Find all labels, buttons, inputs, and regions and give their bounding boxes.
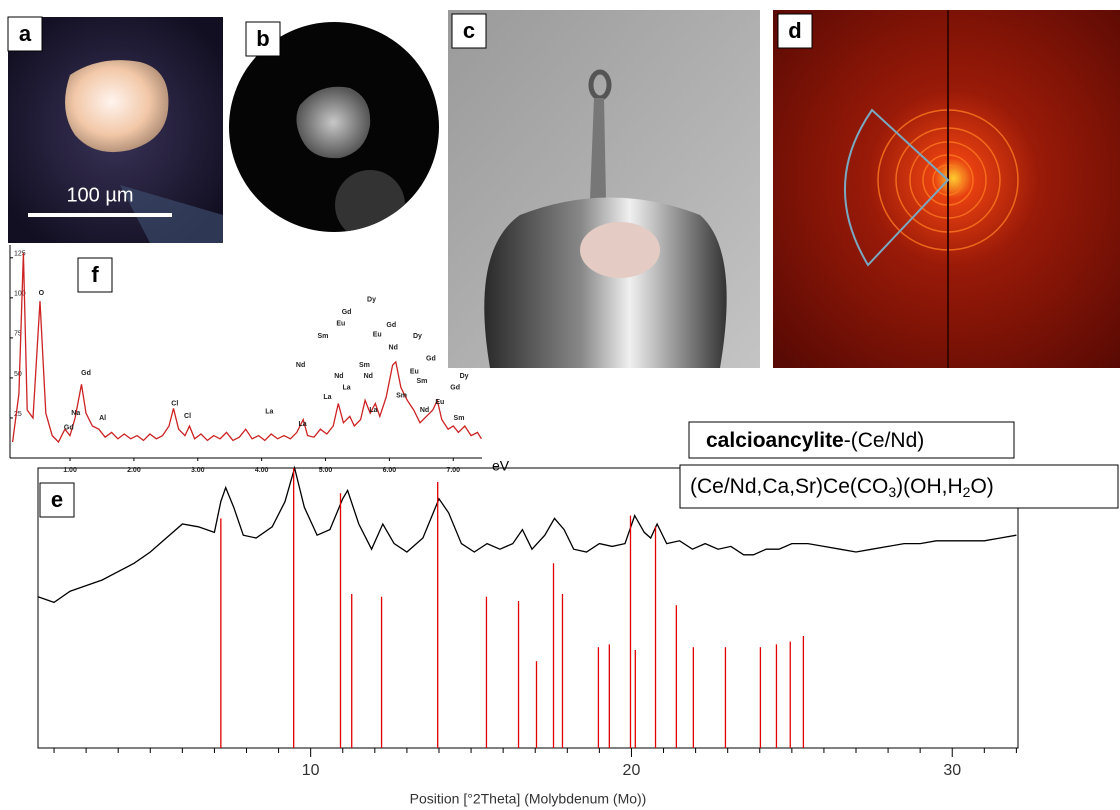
peak-label: Eu — [336, 320, 345, 327]
peak-label: Sm — [396, 392, 407, 399]
panel-label-box — [451, 13, 487, 49]
data-line — [37, 465, 1017, 604]
peak-label: La — [343, 384, 351, 391]
panel-label-box — [39, 482, 75, 518]
peak-label: Nd — [334, 373, 343, 380]
peak-label: Gd — [450, 384, 460, 391]
peak-label: Nd — [389, 344, 398, 351]
x-tick-label: 6.00 — [383, 467, 397, 474]
peak-label: Gd — [64, 424, 74, 431]
scale-bar-label: 100 µm — [66, 184, 133, 206]
panel-label: b — [256, 26, 269, 51]
formula-part: )(OH,H — [896, 475, 963, 498]
y-tick-label: 125 — [14, 251, 26, 258]
data-line — [11, 252, 482, 444]
peak-label: Dy — [413, 333, 422, 340]
y-tick-label: 100 — [14, 291, 26, 298]
formula-part: O) — [970, 475, 993, 498]
photo-c — [448, 10, 760, 368]
peak-label: Eu — [373, 332, 382, 339]
peak-label: Gd — [426, 356, 436, 363]
x-tick-label: 3.00 — [191, 467, 205, 474]
peak-label: Dy — [367, 296, 376, 303]
formula: (Ce/Nd,Ca,Sr)Ce(CO3)(OH,H2O) — [690, 475, 994, 500]
formula-part: (Ce/Nd,Ca,Sr)Ce(CO — [690, 475, 888, 498]
peak-label: Eu — [435, 399, 444, 406]
formula-subscript: 2 — [963, 484, 971, 500]
peak-label: Cl — [184, 413, 191, 420]
panel-label-box — [245, 21, 281, 57]
panel-label: a — [19, 21, 32, 46]
y-tick-label: 25 — [14, 411, 22, 418]
x-tick-label: 10 — [302, 762, 320, 779]
peak-label: O — [39, 290, 45, 297]
mineral-name: calcioancylite-(Ce/Nd) — [706, 429, 924, 452]
photo-d — [773, 10, 1120, 368]
x-axis-label: Position [°2Theta] (Molybdenum (Mo)) — [410, 791, 647, 807]
peak-label: Dy — [460, 373, 469, 380]
photo-a — [8, 17, 223, 243]
peak-label: Sm — [417, 378, 428, 385]
formula-box — [679, 464, 1119, 509]
panel-label-box — [777, 13, 813, 49]
y-tick-label: 50 — [14, 371, 22, 378]
peak-label: Eu — [410, 368, 419, 375]
plot-frame — [37, 467, 1019, 749]
x-axis-label: eV — [492, 458, 510, 474]
peak-label: Nd — [364, 373, 373, 380]
x-tick-label: 1.00 — [63, 467, 77, 474]
panel-label-box — [7, 16, 43, 52]
peak-label: Al — [99, 415, 106, 422]
x-tick-label: 4.00 — [255, 467, 269, 474]
peak-label: Sm — [359, 362, 370, 369]
panel-label: d — [788, 18, 801, 43]
x-tick-label: 5.00 — [319, 467, 333, 474]
x-tick-label: 2.00 — [127, 467, 141, 474]
peak-label: Na — [71, 410, 80, 417]
peak-label: Gd — [81, 370, 91, 377]
peak-label: La — [369, 407, 377, 414]
mineral-name-bold: calcioancylite — [706, 429, 844, 452]
peak-label: Sm — [318, 333, 329, 340]
peak-label: Nd — [296, 362, 305, 369]
panel-label: f — [91, 262, 99, 287]
panel-label: c — [463, 18, 475, 43]
peak-label: Gd — [342, 309, 352, 316]
peak-label: Sm — [454, 415, 465, 422]
peak-label: La — [323, 394, 331, 401]
peak-label: La — [265, 408, 273, 415]
photo-b — [229, 22, 439, 232]
mineral-name-rest: -(Ce/Nd) — [844, 429, 925, 452]
mineral-box — [688, 421, 1015, 459]
peak-label: Gd — [386, 322, 396, 329]
panel-label: e — [51, 487, 63, 512]
panel-label-box — [77, 257, 113, 293]
formula-subscript: 3 — [888, 484, 896, 500]
peak-label: Cl — [171, 400, 178, 407]
peak-label: La — [298, 421, 306, 428]
y-tick-label: 75 — [14, 331, 22, 338]
peak-label: Nd — [420, 407, 429, 414]
x-tick-label: 7.00 — [446, 467, 460, 474]
x-tick-label: 20 — [623, 762, 641, 779]
x-tick-label: 30 — [943, 762, 961, 779]
